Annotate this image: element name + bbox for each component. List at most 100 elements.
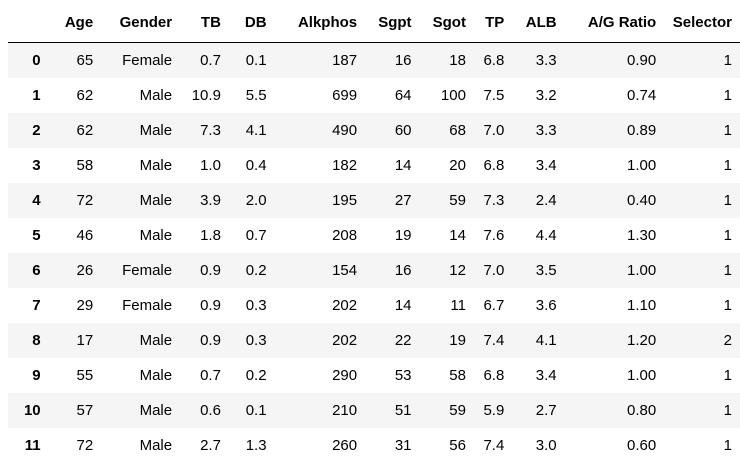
cell-tb: 1.0 (200, 157, 221, 174)
cell-sgpt: 22 (394, 332, 412, 349)
cell-db: 1.3 (245, 437, 267, 454)
cell-tb: 2.7 (200, 437, 221, 454)
cell-sgot: 58 (449, 367, 466, 384)
cell-gender: Male (139, 437, 173, 454)
cell-selector: 1 (723, 402, 732, 419)
cell-alkphos: 699 (332, 87, 358, 104)
cell-gender: Male (139, 367, 173, 384)
cell-selector: 1 (723, 262, 732, 279)
cell-tp: 7.5 (483, 87, 505, 104)
table-row: 8 17 Male 0.9 0.3 202 22 19 7.4 4.1 1.20 2 (8, 323, 740, 358)
row-index: 7 (32, 297, 41, 314)
cell-sgpt: 19 (394, 227, 412, 244)
cell-age: 62 (76, 122, 94, 139)
row-index: 6 (32, 262, 41, 279)
cell-sgpt: 51 (394, 402, 412, 419)
table-row: 2 62 Male 7.3 4.1 490 60 68 7.0 3.3 0.89 1 (8, 113, 740, 148)
cell-age: 62 (76, 87, 94, 104)
cell-tp: 6.8 (483, 367, 505, 384)
cell-tb: 0.7 (200, 52, 221, 69)
cell-alkphos: 202 (332, 297, 358, 314)
row-index: 10 (23, 402, 41, 419)
cell-tp: 7.4 (483, 437, 505, 454)
cell-alkphos: 154 (332, 262, 358, 279)
cell-sgpt: 53 (394, 367, 412, 384)
column-header-tp: TP (473, 4, 513, 43)
cell-alb: 3.4 (535, 367, 557, 384)
cell-ag-ratio: 1.00 (627, 367, 657, 384)
cell-alb: 2.7 (535, 402, 557, 419)
cell-ag-ratio: 0.74 (627, 87, 657, 104)
cell-alkphos: 210 (332, 402, 358, 419)
cell-tb: 10.9 (191, 87, 221, 104)
row-index: 0 (32, 52, 41, 69)
cell-ag-ratio: 0.89 (627, 122, 657, 139)
header-row: Age Gender TB DB Alkphos Sgpt Sgot TP AL… (8, 4, 740, 43)
cell-tp: 6.8 (483, 157, 505, 174)
table-row: 10 57 Male 0.6 0.1 210 51 59 5.9 2.7 0.80 1 (8, 393, 740, 428)
cell-gender: Male (139, 332, 173, 349)
cell-alkphos: 202 (332, 332, 358, 349)
cell-db: 0.1 (245, 52, 267, 69)
cell-tb: 1.8 (200, 227, 221, 244)
row-index: 8 (32, 332, 41, 349)
cell-alkphos: 260 (332, 437, 358, 454)
cell-tb: 0.6 (200, 402, 221, 419)
cell-selector: 1 (723, 52, 732, 69)
cell-alb: 4.4 (535, 227, 557, 244)
cell-ag-ratio: 1.10 (627, 297, 657, 314)
cell-tb: 3.9 (200, 192, 221, 209)
cell-selector: 1 (723, 87, 732, 104)
cell-age: 72 (76, 437, 94, 454)
cell-sgot: 59 (449, 192, 466, 209)
cell-ag-ratio: 1.30 (627, 227, 657, 244)
cell-ag-ratio: 1.00 (627, 262, 657, 279)
cell-sgpt: 16 (394, 52, 412, 69)
dataframe-table: Age Gender TB DB Alkphos Sgpt Sgot TP AL… (8, 4, 740, 463)
cell-ag-ratio: 0.90 (627, 52, 657, 69)
column-header-alkphos: Alkphos (274, 4, 366, 43)
cell-sgot: 20 (449, 157, 466, 174)
cell-gender: Male (139, 122, 173, 139)
row-index: 1 (32, 87, 41, 104)
cell-alb: 4.1 (535, 332, 557, 349)
cell-alb: 3.5 (535, 262, 557, 279)
column-header-ag-ratio: A/G Ratio (564, 4, 665, 43)
cell-alkphos: 490 (332, 122, 358, 139)
column-header-alb: ALB (512, 4, 565, 43)
cell-sgpt: 14 (394, 297, 412, 314)
cell-tp: 7.3 (483, 192, 505, 209)
row-index: 9 (32, 367, 41, 384)
cell-selector: 1 (723, 367, 732, 384)
cell-selector: 1 (723, 122, 732, 139)
cell-db: 0.1 (245, 402, 267, 419)
table-row: 9 55 Male 0.7 0.2 290 53 58 6.8 3.4 1.00 1 (8, 358, 740, 393)
cell-sgpt: 16 (394, 262, 412, 279)
cell-sgpt: 27 (394, 192, 412, 209)
cell-age: 57 (76, 402, 94, 419)
table-row: 5 46 Male 1.8 0.7 208 19 14 7.6 4.4 1.30 1 (8, 218, 740, 253)
cell-ag-ratio: 0.40 (627, 192, 657, 209)
column-header-db: DB (228, 4, 275, 43)
cell-alkphos: 208 (332, 227, 358, 244)
cell-db: 2.0 (245, 192, 267, 209)
cell-sgpt: 31 (394, 437, 412, 454)
cell-sgot: 19 (449, 332, 466, 349)
table-row: 7 29 Female 0.9 0.3 202 14 11 6.7 3.6 1.10 1 (8, 288, 740, 323)
cell-tb: 7.3 (200, 122, 221, 139)
cell-gender: Male (139, 157, 173, 174)
cell-tp: 5.9 (483, 402, 505, 419)
cell-selector: 1 (723, 437, 732, 454)
cell-gender: Male (139, 402, 173, 419)
row-index: 11 (24, 437, 41, 454)
cell-alb: 3.2 (535, 87, 557, 104)
cell-ag-ratio: 0.60 (627, 437, 657, 454)
column-header-tb: TB (180, 4, 229, 43)
cell-alb: 3.4 (535, 157, 557, 174)
cell-tp: 7.0 (483, 262, 505, 279)
cell-gender: Female (122, 52, 173, 69)
cell-tp: 6.7 (483, 297, 505, 314)
cell-sgot: 14 (449, 227, 466, 244)
column-header-index (8, 4, 49, 43)
